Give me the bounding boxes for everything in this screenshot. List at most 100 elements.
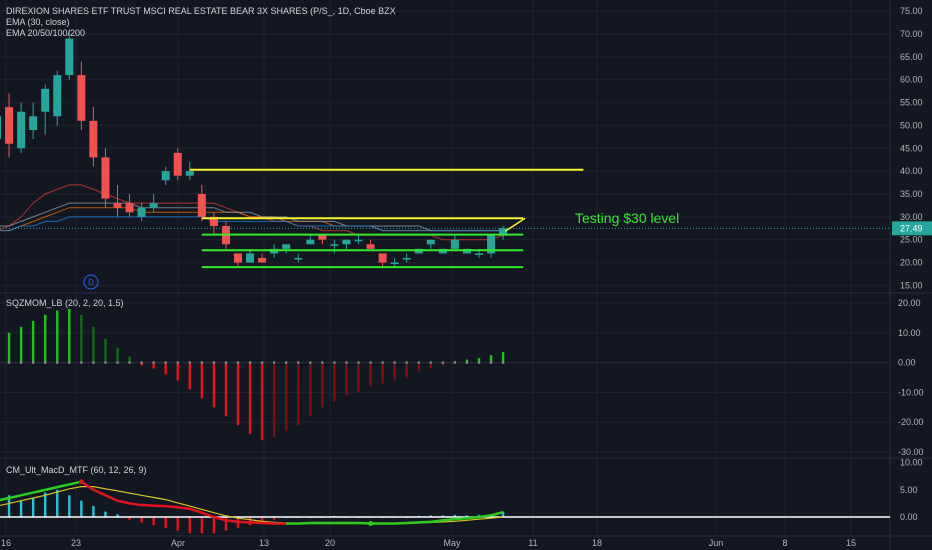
candle-body — [29, 116, 38, 130]
sqz-bar — [152, 362, 155, 369]
price-tick-label: 40.00 — [900, 166, 923, 176]
sqz-dot — [92, 361, 95, 364]
candle-body — [366, 244, 375, 249]
candle-body — [402, 258, 411, 260]
macd-line-seg — [406, 521, 419, 525]
sqz-bar — [116, 347, 119, 363]
candle — [125, 194, 134, 217]
macd-hist-bar — [56, 489, 59, 517]
candle — [234, 253, 242, 268]
candle-body — [294, 258, 303, 260]
candle — [209, 212, 218, 236]
macd-hist-bar — [31, 498, 35, 517]
sqz-dot — [152, 361, 155, 364]
macd-line-seg — [478, 514, 492, 519]
macd-line-seg — [490, 510, 504, 517]
time-tick-label: 11 — [528, 538, 537, 548]
sqz-bar — [345, 362, 348, 396]
price-pane[interactable]: Testing $30 level D — [0, 29, 890, 290]
ema-legend-1[interactable]: EMA (30, close) — [6, 17, 70, 27]
sqzmom-pane[interactable] — [0, 308, 890, 441]
candle-body — [65, 38, 74, 76]
symbol-title[interactable]: DIREXION SHARES ETF TRUST MSCI REAL ESTA… — [6, 6, 396, 16]
sqz-bar — [80, 314, 83, 363]
ema-legend-2[interactable]: EMA 20/50/100/200 — [6, 28, 86, 38]
candle-body — [354, 239, 363, 242]
candle — [113, 184, 122, 217]
sqz-dot — [309, 361, 312, 364]
sqzmom-title[interactable]: SQZMOM_LB (20, 2, 20, 1.5) — [6, 298, 124, 308]
time-tick-label: 13 — [259, 538, 269, 548]
sqz-bar — [248, 362, 252, 435]
macd-hist-bar — [140, 517, 143, 523]
time-tick-label: 20 — [325, 538, 335, 548]
macd-line-seg — [430, 519, 444, 524]
candle-body — [17, 111, 26, 149]
macd-hist-bar — [152, 517, 155, 526]
sqz-bar — [393, 362, 396, 381]
sqz-bar — [56, 310, 59, 363]
candle — [450, 235, 459, 249]
macd-line-seg — [8, 494, 22, 500]
sqz-bar — [417, 362, 420, 372]
candle-body — [173, 152, 182, 176]
candle — [354, 235, 363, 245]
macd-hist-bar — [429, 515, 432, 517]
time-tick-label: 23 — [71, 538, 81, 548]
candle — [282, 244, 291, 254]
macd-signal-line — [0, 486, 504, 525]
macd-line-seg — [92, 488, 106, 497]
macd-pane[interactable] — [0, 479, 890, 534]
macd-cross-dot — [368, 521, 374, 527]
candle-body — [246, 253, 255, 263]
sqz-dot — [188, 361, 192, 364]
macd-line-seg — [104, 494, 119, 502]
sqz-dot — [296, 361, 300, 364]
macd-line-seg — [213, 515, 227, 522]
sqz-bar — [441, 362, 445, 366]
macd-hist-bar — [224, 517, 228, 531]
time-tick-label: Jun — [709, 538, 724, 548]
candle — [487, 235, 496, 258]
macd-title[interactable]: CM_Ult_MacD_MTF (60, 12, 26, 9) — [6, 465, 147, 475]
ema-line — [0, 184, 504, 241]
macd-hist-bar — [68, 495, 71, 517]
macd-line-seg — [454, 516, 468, 521]
sqz-bar — [260, 362, 264, 441]
sqz-bar — [188, 362, 191, 390]
sqz-dot — [140, 361, 143, 364]
sqz-dot — [55, 361, 59, 364]
sqz-bar — [333, 362, 336, 402]
macd-hist-bar — [501, 511, 505, 517]
candle-body — [149, 203, 158, 208]
candle — [390, 258, 399, 268]
macd-hist-bar — [465, 515, 469, 517]
sqz-bar — [501, 352, 505, 363]
sqz-dot — [272, 361, 276, 364]
candle-body — [77, 75, 86, 121]
price-tick-label: 15.00 — [900, 280, 923, 290]
sqz-dot — [441, 361, 445, 364]
main-legend[interactable]: DIREXION SHARES ETF TRUST MSCI REAL ESTA… — [6, 6, 396, 39]
sqz-bar — [140, 362, 143, 366]
candle-body — [450, 239, 459, 249]
macd-line-seg — [165, 504, 178, 509]
price-tick-label: 70.00 — [900, 29, 923, 39]
sqz-dot — [429, 361, 433, 364]
sqz-dot — [489, 361, 493, 364]
sqz-dot — [200, 361, 204, 364]
macd-line-seg — [117, 499, 130, 505]
sqzmom-legend[interactable]: SQZMOM_LB (20, 2, 20, 1.5) — [6, 298, 124, 309]
candle — [41, 84, 50, 135]
candle-body — [137, 207, 146, 217]
macd-legend[interactable]: CM_Ult_MacD_MTF (60, 12, 26, 9) — [6, 465, 147, 476]
macd-line-seg — [442, 517, 456, 522]
sqz-tick-label: 0.00 — [898, 358, 916, 368]
sqz-dot — [321, 361, 324, 364]
sqz-dot — [212, 361, 216, 364]
sqz-bar — [236, 362, 240, 426]
sqz-bar — [31, 320, 35, 363]
macd-tick-label: 5.00 — [900, 485, 918, 495]
sqz-dot — [381, 361, 384, 364]
